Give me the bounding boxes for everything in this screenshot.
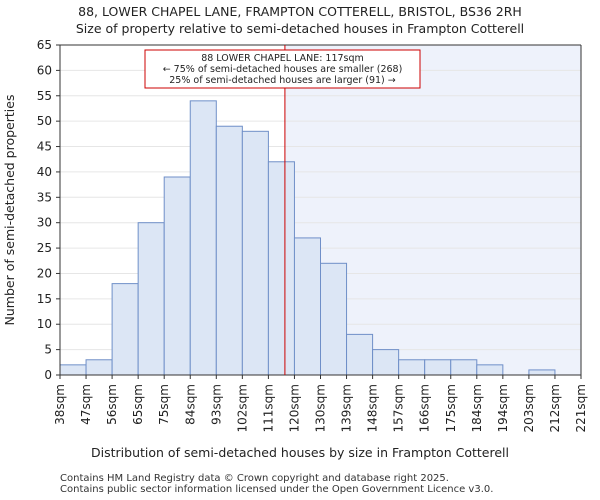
- histogram-bar: [398, 359, 426, 376]
- histogram-bar: [293, 237, 322, 376]
- x-tick-label: 75sqm: [157, 384, 171, 425]
- histogram-bar: [424, 359, 452, 376]
- histogram-bar: [111, 283, 139, 376]
- histogram-bar: [450, 359, 478, 376]
- y-tick-label: 15: [37, 292, 52, 306]
- x-tick-label: 56sqm: [105, 384, 119, 425]
- x-tick-label: 139sqm: [340, 384, 354, 432]
- histogram-bar: [267, 161, 295, 376]
- annotation-line-2: ← 75% of semi-detached houses are smalle…: [163, 64, 403, 75]
- y-axis-label: Number of semi-detached properties: [2, 95, 17, 326]
- x-tick-label: 111sqm: [261, 384, 275, 432]
- x-axis-label: Distribution of semi-detached houses by …: [91, 445, 509, 460]
- footer-copyright: Contains HM Land Registry data © Crown c…: [60, 473, 449, 484]
- x-tick-label: 194sqm: [496, 384, 510, 432]
- annotation-line-3: 25% of semi-detached houses are larger (…: [169, 75, 396, 86]
- x-tick-label: 221sqm: [574, 384, 588, 432]
- x-tick-label: 93sqm: [209, 384, 223, 425]
- y-tick-label: 20: [37, 266, 52, 280]
- y-tick-label: 25: [37, 241, 52, 255]
- x-tick-label: 157sqm: [392, 384, 406, 432]
- x-tick-label: 65sqm: [131, 384, 145, 425]
- histogram-bar: [346, 333, 374, 376]
- histogram-bar: [320, 262, 348, 376]
- chart-title-subtitle: Size of property relative to semi-detach…: [75, 21, 525, 36]
- x-tick-label: 120sqm: [287, 384, 301, 432]
- histogram-bar: [528, 369, 556, 376]
- histogram-bar: [59, 364, 87, 376]
- footer-licence: Contains public sector information licen…: [60, 484, 494, 495]
- y-tick-label: 40: [37, 165, 52, 179]
- x-tick-label: 38sqm: [53, 384, 67, 425]
- y-tick-label: 5: [44, 343, 52, 357]
- y-tick-label: 55: [37, 89, 52, 103]
- y-tick-label: 0: [44, 368, 52, 382]
- x-tick-label: 166sqm: [418, 384, 432, 432]
- y-tick-label: 10: [37, 317, 52, 331]
- chart-title-address: 88, LOWER CHAPEL LANE, FRAMPTON COTTEREL…: [78, 4, 522, 19]
- x-tick-label: 148sqm: [366, 384, 380, 432]
- annotation-line-1: 88 LOWER CHAPEL LANE: 117sqm: [201, 53, 364, 64]
- x-tick-label: 175sqm: [444, 384, 458, 432]
- histogram-bar: [241, 130, 269, 376]
- x-tick-label: 184sqm: [470, 384, 484, 432]
- y-tick-label: 30: [37, 216, 52, 230]
- x-tick-label: 130sqm: [314, 384, 328, 432]
- histogram-bar: [372, 349, 400, 376]
- y-tick-label: 50: [37, 114, 52, 128]
- histogram-bar: [215, 125, 243, 376]
- annotation-box: [144, 49, 421, 89]
- histogram-bar: [137, 222, 165, 376]
- histogram-bar: [163, 176, 191, 376]
- x-tick-label: 84sqm: [183, 384, 197, 425]
- histogram-bar: [85, 359, 113, 376]
- y-tick-label: 45: [37, 140, 52, 154]
- histogram-bar: [189, 100, 217, 376]
- x-tick-label: 102sqm: [235, 384, 249, 432]
- x-tick-label: 203sqm: [522, 384, 536, 432]
- x-tick-label: 47sqm: [79, 384, 93, 425]
- y-tick-label: 65: [37, 38, 52, 52]
- y-tick-label: 35: [37, 190, 52, 204]
- histogram-bar: [476, 364, 504, 376]
- x-tick-label: 212sqm: [548, 384, 562, 432]
- y-tick-label: 60: [37, 63, 52, 77]
